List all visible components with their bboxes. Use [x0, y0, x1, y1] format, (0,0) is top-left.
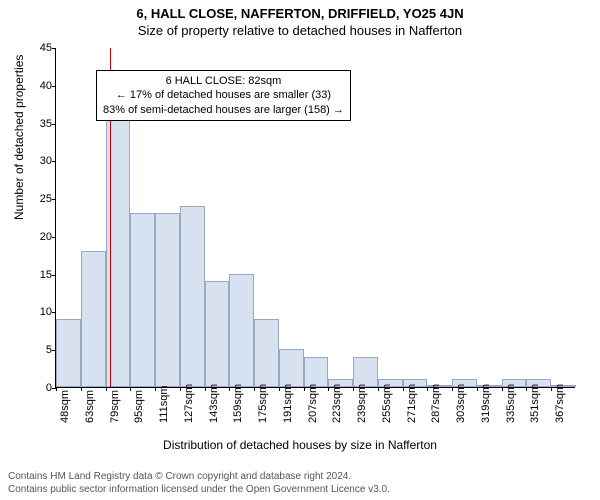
ytick-label: 45 [22, 42, 52, 54]
xtick-label: 111sqm [158, 385, 170, 423]
xtick-mark [452, 387, 453, 391]
histogram-bar [254, 319, 279, 387]
title-subtitle: Size of property relative to detached ho… [0, 21, 600, 38]
histogram-bar [130, 213, 155, 387]
xtick-label: 335sqm [505, 384, 517, 423]
ytick-label: 25 [22, 193, 52, 205]
xtick-label: 367sqm [554, 384, 566, 423]
footer-line1: Contains HM Land Registry data © Crown c… [8, 470, 390, 483]
xtick-label: 159sqm [232, 384, 244, 423]
xtick-label: 287sqm [430, 384, 442, 423]
xtick-mark [155, 387, 156, 391]
xtick-label: 351sqm [529, 384, 541, 423]
annotation-line: ← 17% of detached houses are smaller (33… [103, 88, 344, 102]
ytick-mark [52, 124, 56, 125]
xtick-mark [56, 387, 57, 391]
xtick-label: 127sqm [183, 384, 195, 423]
xtick-mark [180, 387, 181, 391]
histogram-bar [229, 274, 254, 387]
xtick-mark [229, 387, 230, 391]
xtick-label: 191sqm [282, 384, 294, 423]
annotation-box: 6 HALL CLOSE: 82sqm← 17% of detached hou… [96, 70, 351, 121]
xtick-mark [551, 387, 552, 391]
xtick-label: 207sqm [307, 384, 319, 423]
xtick-mark [254, 387, 255, 391]
ytick-mark [52, 161, 56, 162]
ytick-label: 40 [22, 80, 52, 92]
ytick-mark [52, 275, 56, 276]
footer-line2: Contains public sector information licen… [8, 483, 390, 496]
xtick-label: 143sqm [208, 384, 220, 423]
plot-area: 48sqm63sqm79sqm95sqm111sqm127sqm143sqm15… [55, 48, 575, 388]
histogram-bar [205, 281, 230, 387]
xtick-label: 79sqm [109, 390, 121, 423]
ytick-label: 15 [22, 269, 52, 281]
chart-container: 6, HALL CLOSE, NAFFERTON, DRIFFIELD, YO2… [0, 0, 600, 500]
histogram-bar [56, 319, 81, 387]
xtick-label: 239sqm [356, 384, 368, 423]
ytick-mark [52, 199, 56, 200]
ytick-label: 35 [22, 118, 52, 130]
xtick-mark [328, 387, 329, 391]
ytick-label: 0 [22, 382, 52, 394]
xtick-mark [427, 387, 428, 391]
xtick-label: 95sqm [133, 390, 145, 423]
title-address: 6, HALL CLOSE, NAFFERTON, DRIFFIELD, YO2… [0, 0, 600, 21]
ytick-mark [52, 86, 56, 87]
histogram-bar [155, 213, 180, 387]
xtick-mark [304, 387, 305, 391]
footer-text: Contains HM Land Registry data © Crown c… [8, 470, 390, 496]
xtick-label: 319sqm [480, 384, 492, 423]
annotation-line: 83% of semi-detached houses are larger (… [103, 103, 344, 117]
xtick-label: 48sqm [59, 390, 71, 423]
xtick-label: 271sqm [406, 384, 418, 423]
histogram-bar [81, 251, 106, 387]
xtick-label: 303sqm [455, 384, 467, 423]
plot-frame: 48sqm63sqm79sqm95sqm111sqm127sqm143sqm15… [55, 48, 575, 388]
xtick-mark [81, 387, 82, 391]
xtick-mark [205, 387, 206, 391]
ytick-label: 30 [22, 155, 52, 167]
xtick-label: 223sqm [331, 384, 343, 423]
xtick-label: 255sqm [381, 384, 393, 423]
xtick-mark [130, 387, 131, 391]
xtick-mark [353, 387, 354, 391]
xtick-mark [279, 387, 280, 391]
ytick-label: 5 [22, 344, 52, 356]
ytick-label: 10 [22, 306, 52, 318]
x-axis-label: Distribution of detached houses by size … [0, 438, 600, 452]
xtick-mark [403, 387, 404, 391]
histogram-bar [106, 115, 131, 387]
annotation-line: 6 HALL CLOSE: 82sqm [103, 74, 344, 88]
xtick-mark [502, 387, 503, 391]
ytick-mark [52, 312, 56, 313]
histogram-bar [304, 357, 329, 387]
histogram-bar [279, 349, 304, 387]
ytick-mark [52, 48, 56, 49]
xtick-label: 63sqm [84, 390, 96, 423]
xtick-mark [477, 387, 478, 391]
xtick-mark [526, 387, 527, 391]
histogram-bar [353, 357, 378, 387]
ytick-mark [52, 237, 56, 238]
ytick-label: 20 [22, 231, 52, 243]
xtick-mark [378, 387, 379, 391]
histogram-bar [180, 206, 205, 387]
xtick-mark [106, 387, 107, 391]
xtick-label: 175sqm [257, 384, 269, 423]
